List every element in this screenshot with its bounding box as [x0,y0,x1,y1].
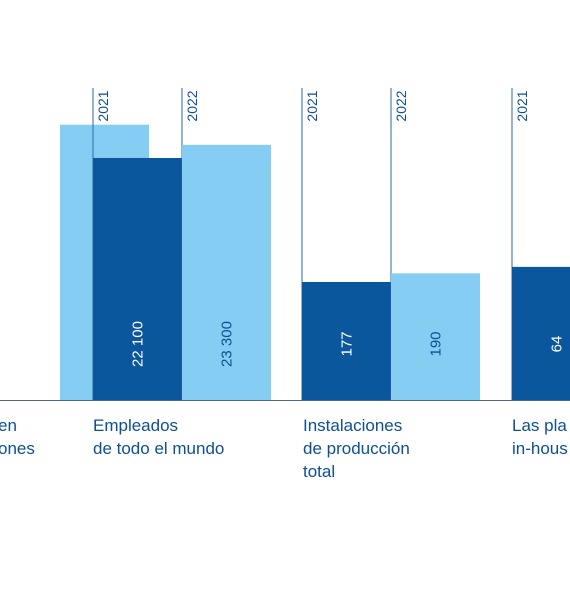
year-label: 2022 [393,90,409,121]
group-label-0: en ones [0,416,35,458]
bar-2022 [391,273,480,400]
group-label-3: Las pla in-hous [512,416,568,458]
bar-2022 [182,144,271,400]
bar-value-label: 23 300 [219,321,236,367]
bar-value-label: 190 [428,331,445,356]
bar-value-label: 64 [549,336,566,353]
bar-value-label: 22 100 [130,321,147,367]
bar-2021 [93,157,182,400]
group-label-employees: Empleados de todo el mundo [93,416,225,458]
year-label: 2021 [304,90,320,121]
bar-2021 [512,266,570,400]
year-label: 2021 [95,90,111,121]
bar-2021 [302,282,391,400]
year-label: 2022 [184,90,200,121]
bar-value-label: 177 [339,331,356,356]
year-label: 2021 [514,90,530,121]
group-label-production-facilities: Instalaciones de producción total [303,416,410,481]
